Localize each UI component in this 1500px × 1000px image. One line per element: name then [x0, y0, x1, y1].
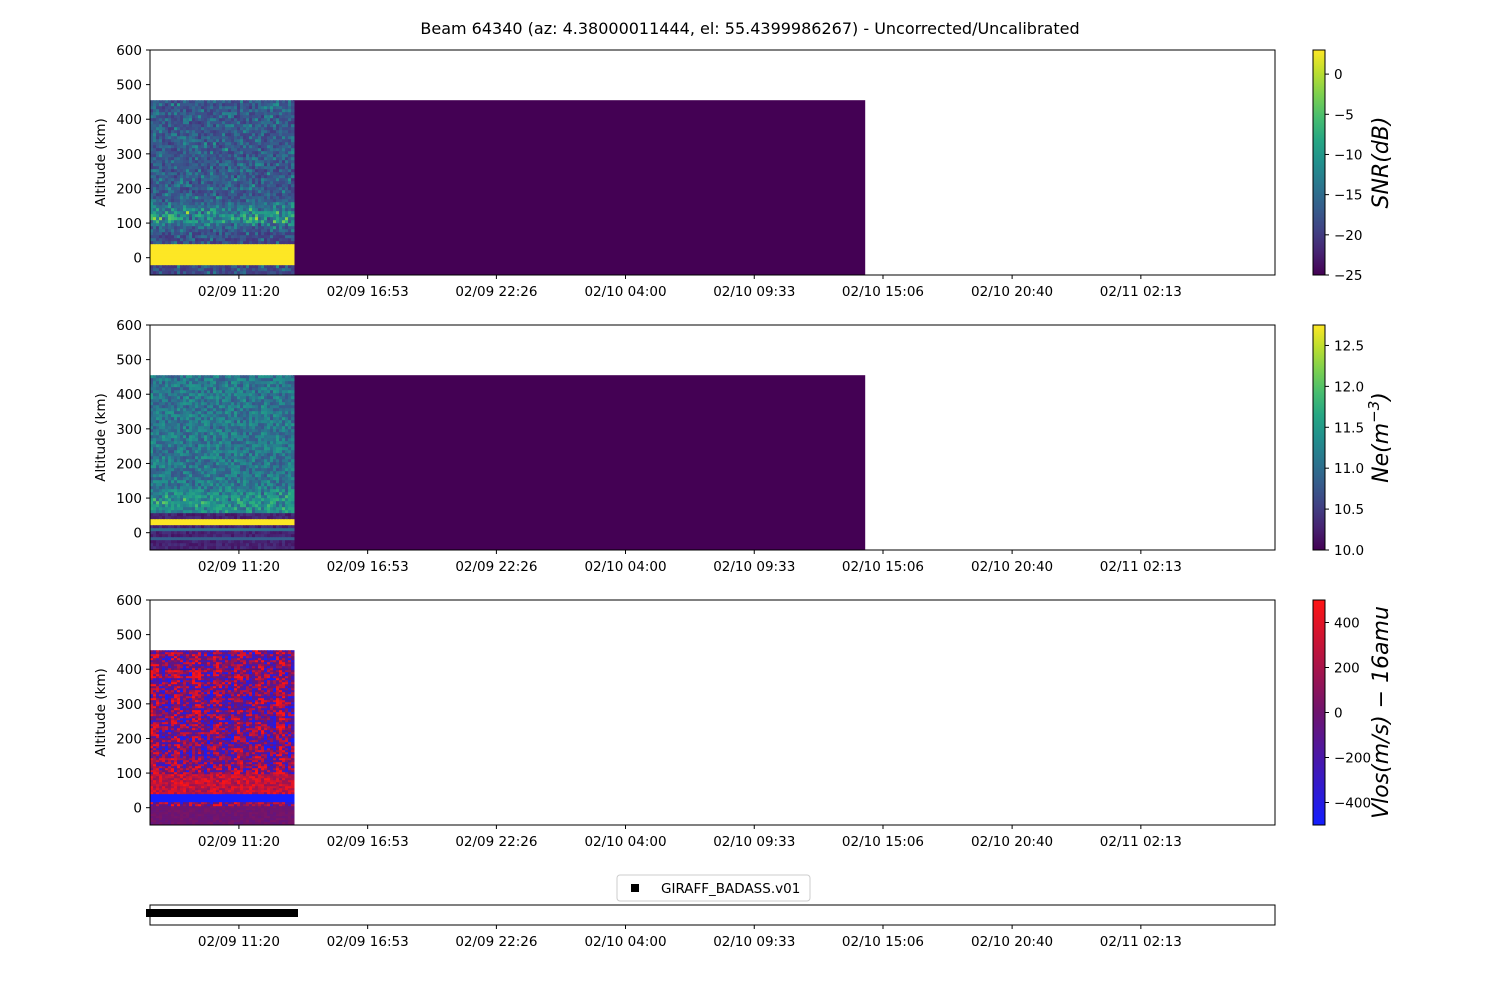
ne-x-tick-label-5: 02/10 15:06: [842, 559, 924, 575]
snr-colorbar: [1312, 49, 1326, 276]
vlos-colorbar-label: Vlos(m/s) − 16amu: [1369, 606, 1394, 819]
vlos-x-tick-label-5: 02/10 15:06: [842, 834, 924, 850]
ne-panel: 02/09 11:20 02/09 16:53 02/09 22:26 02/10 0…: [93, 318, 1394, 575]
ne-colorbar-label: Ne(m−3): [1365, 392, 1394, 483]
timeline-x-tick-label-3: 02/10 04:00: [584, 934, 666, 950]
snr-fill-region: [293, 100, 866, 275]
snr-y-axis-label: Altitude (km): [93, 118, 109, 207]
vlos-y-tick-label-6: 600: [116, 593, 142, 609]
ne-y-tick-label-5: 500: [116, 353, 142, 369]
ne-cb-tick-label-1: 12.0: [1334, 379, 1364, 395]
vlos-x-tick-label-2: 02/09 22:26: [455, 834, 537, 850]
timeline-series-marks: [146, 909, 298, 917]
ne-cb-tick-label-3: 11.0: [1334, 461, 1364, 477]
vlos-cb-tick-label-0: 400: [1334, 616, 1360, 632]
vlos-x-tick-label-1: 02/09 16:53: [327, 834, 409, 850]
snr-cb-tick-label-5: −25: [1334, 268, 1363, 284]
vlos-axes-frame: [149, 599, 1276, 826]
ne-x-tick-label-7: 02/11 02:13: [1100, 559, 1182, 575]
vlos-cb-tick-label-1: 200: [1334, 661, 1360, 677]
snr-cb-tick-label-2: −10: [1334, 147, 1363, 163]
ne-axes-frame: [149, 324, 1276, 551]
ne-x-tick-label-2: 02/09 22:26: [455, 559, 537, 575]
snr-cb-tick-label-3: −15: [1334, 188, 1363, 204]
vlos-y-tick-label-3: 300: [116, 697, 142, 713]
snr-cb-tick-label-1: −5: [1334, 107, 1354, 123]
ne-x-tick-label-0: 02/09 11:20: [198, 559, 280, 575]
vlos-y-axis-label: Altitude (km): [93, 668, 109, 757]
snr-y-tick-label-5: 500: [116, 78, 142, 94]
snr-y-tick-label-4: 400: [116, 112, 142, 128]
snr-x-tick-label-4: 02/10 09:33: [713, 284, 795, 300]
ne-y-tick-label-1: 100: [116, 491, 142, 507]
square-marker-icon: [631, 884, 639, 892]
snr-x-tick-label-3: 02/10 04:00: [584, 284, 666, 300]
vlos-x-tick-label-7: 02/11 02:13: [1100, 834, 1182, 850]
ne-cb-tick-label-5: 10.0: [1334, 543, 1364, 559]
legend-label: GIRAFF_BADASS.v01: [661, 881, 800, 897]
vlos-colorbar: [1312, 599, 1326, 826]
snr-y-tick-label-0: 0: [133, 251, 142, 267]
ne-x-tick-label-4: 02/10 09:33: [713, 559, 795, 575]
vlos-y-tick-label-1: 100: [116, 766, 142, 782]
figure-title: Beam 64340 (az: 4.38000011444, el: 55.43…: [420, 19, 1079, 38]
snr-panel: 02/09 11:20 02/09 16:53 02/09 22:26 02/10 0…: [93, 43, 1394, 300]
ne-y-tick-label-3: 300: [116, 422, 142, 438]
snr-x-tick-label-5: 02/10 15:06: [842, 284, 924, 300]
snr-y-tick-label-2: 200: [116, 181, 142, 197]
vlos-cb-tick-label-2: 0: [1334, 706, 1343, 722]
vlos-x-tick-label-3: 02/10 04:00: [584, 834, 666, 850]
vlos-panel: 02/09 11:20 02/09 16:53 02/09 22:26 02/10 0…: [93, 593, 1394, 850]
ne-cb-tick-label-2: 11.5: [1334, 420, 1364, 436]
snr-cb-tick-label-0: 0: [1334, 67, 1343, 83]
vlos-x-tick-label-6: 02/10 20:40: [971, 834, 1053, 850]
snr-axes-frame: [149, 49, 1276, 276]
ne-y-axis-label: Altitude (km): [93, 393, 109, 482]
timeline-x-tick-label-7: 02/11 02:13: [1100, 934, 1182, 950]
legend-box: [616, 874, 811, 902]
vlos-y-tick-label-5: 500: [116, 628, 142, 644]
ne-cb-tick-label-4: 10.5: [1334, 502, 1364, 518]
vlos-y-tick-label-0: 0: [133, 801, 142, 817]
timeline-x-tick-label-5: 02/10 15:06: [842, 934, 924, 950]
ne-x-tick-label-6: 02/10 20:40: [971, 559, 1053, 575]
snr-x-tick-label-2: 02/09 22:26: [455, 284, 537, 300]
snr-y-tick-label-6: 600: [116, 43, 142, 59]
timeline-x-tick-label-2: 02/09 22:26: [455, 934, 537, 950]
snr-x-tick-label-7: 02/11 02:13: [1100, 284, 1182, 300]
snr-x-tick-label-0: 02/09 11:20: [198, 284, 280, 300]
timeline-x-tick-label-6: 02/10 20:40: [971, 934, 1053, 950]
timeline-mark: [290, 909, 298, 917]
ne-y-tick-label-6: 600: [116, 318, 142, 334]
ne-heatmap: [150, 375, 866, 550]
vlos-heatmap: [150, 650, 295, 825]
ne-y-tick-label-2: 200: [116, 456, 142, 472]
vlos-cb-tick-label-3: −200: [1334, 751, 1371, 767]
legend: GIRAFF_BADASS.v01: [616, 874, 811, 902]
snr-x-tick-label-6: 02/10 20:40: [971, 284, 1053, 300]
ne-y-tick-label-0: 0: [133, 526, 142, 542]
snr-colorbar-label: SNR(dB): [1369, 117, 1394, 209]
ne-y-tick-label-4: 400: [116, 387, 142, 403]
timeline-x-tick-label-0: 02/09 11:20: [198, 934, 280, 950]
ne-x-tick-label-1: 02/09 16:53: [327, 559, 409, 575]
timeline-x-tick-label-4: 02/10 09:33: [713, 934, 795, 950]
snr-y-tick-label-3: 300: [116, 147, 142, 163]
vlos-x-tick-label-4: 02/10 09:33: [713, 834, 795, 850]
vlos-cb-tick-label-4: −400: [1334, 796, 1371, 812]
ne-colorbar: [1312, 324, 1326, 551]
vlos-y-tick-label-4: 400: [116, 662, 142, 678]
snr-y-tick-label-1: 100: [116, 216, 142, 232]
vlos-x-tick-label-0: 02/09 11:20: [198, 834, 280, 850]
snr-heatmap: [150, 100, 866, 275]
ne-x-tick-label-3: 02/10 04:00: [584, 559, 666, 575]
ne-cb-tick-label-0: 12.5: [1334, 338, 1364, 354]
snr-cb-tick-label-4: −20: [1334, 228, 1363, 244]
ne-fill-region: [293, 375, 866, 550]
snr-x-tick-label-1: 02/09 16:53: [327, 284, 409, 300]
timeline-panel: 02/09 11:20 02/09 16:53 02/09 22:26 02/10 0…: [146, 904, 1276, 950]
timeline-x-tick-label-1: 02/09 16:53: [327, 934, 409, 950]
vlos-y-tick-label-2: 200: [116, 731, 142, 747]
